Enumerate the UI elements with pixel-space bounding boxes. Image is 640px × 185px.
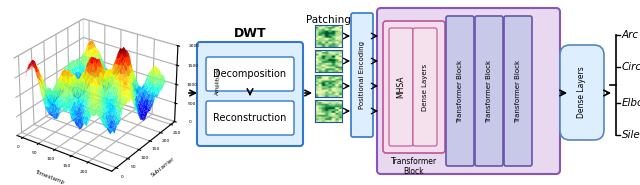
FancyBboxPatch shape [446, 16, 474, 166]
Y-axis label: Subcarrier: Subcarrier [150, 156, 176, 177]
Text: Silence: Silence [622, 130, 640, 140]
FancyBboxPatch shape [351, 13, 373, 137]
FancyBboxPatch shape [383, 21, 445, 153]
Text: DWT: DWT [234, 27, 266, 40]
Text: Decomposition: Decomposition [213, 69, 287, 79]
FancyBboxPatch shape [413, 28, 437, 146]
FancyBboxPatch shape [475, 16, 503, 166]
Text: Arc: Arc [622, 30, 639, 40]
FancyBboxPatch shape [206, 57, 294, 91]
FancyBboxPatch shape [389, 28, 413, 146]
Text: MHSA: MHSA [397, 76, 406, 98]
Text: Patching: Patching [306, 15, 351, 25]
Text: Transformer Block: Transformer Block [486, 59, 492, 122]
Text: Positional Encoding: Positional Encoding [359, 41, 365, 109]
Text: Elbow: Elbow [622, 98, 640, 108]
FancyBboxPatch shape [377, 8, 560, 174]
Text: Circle: Circle [622, 62, 640, 72]
Text: Reconstruction: Reconstruction [213, 113, 287, 123]
FancyBboxPatch shape [560, 45, 604, 140]
X-axis label: Timestamp: Timestamp [34, 170, 65, 185]
Text: Transformer Block: Transformer Block [457, 59, 463, 122]
FancyBboxPatch shape [206, 101, 294, 135]
Text: Transformer
Block: Transformer Block [391, 157, 437, 176]
Text: Dense Layers: Dense Layers [577, 67, 586, 118]
FancyBboxPatch shape [504, 16, 532, 166]
Text: Transformer Block: Transformer Block [515, 59, 521, 122]
FancyBboxPatch shape [197, 42, 303, 146]
Text: Dense Layers: Dense Layers [422, 63, 428, 111]
